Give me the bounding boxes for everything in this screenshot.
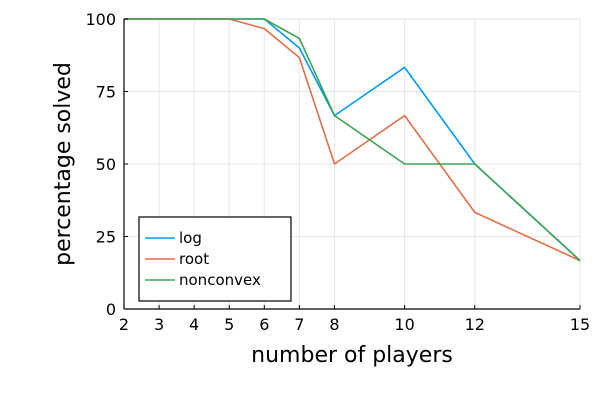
y-axis-label: percentage solved: [51, 62, 76, 266]
x-tick-label: 4: [189, 315, 199, 334]
legend-label-root: root: [179, 250, 209, 268]
y-tick-label: 50: [96, 155, 116, 174]
x-tick-label: 15: [570, 315, 590, 334]
plot-frame: [123, 18, 581, 310]
legend: log root nonconvex: [138, 216, 292, 302]
x-tick-label: 5: [224, 315, 234, 334]
x-tick-label: 7: [294, 315, 304, 334]
legend-label-log: log: [179, 229, 202, 247]
series-lines: [124, 18, 581, 262]
y-tick-label: 100: [85, 10, 116, 29]
legend-label-nonconvex: nonconvex: [179, 271, 261, 289]
x-tick-label: 2: [119, 315, 129, 334]
x-tick-label: 8: [329, 315, 339, 334]
x-tick-label: 10: [394, 315, 414, 334]
x-tick-label: 12: [465, 315, 485, 334]
x-tick-label: 3: [154, 315, 164, 334]
series-line-nonconvex: [124, 18, 581, 262]
y-tick-label: 0: [106, 300, 116, 319]
x-tick-label: 6: [259, 315, 269, 334]
y-tick-label: 75: [96, 83, 116, 102]
y-tick-label: 25: [96, 228, 116, 247]
x-axis-label: number of players: [251, 343, 453, 368]
tick-labels: 2 3 4 5 6 7 8 10 12 15 0 25 50 75 100: [85, 10, 590, 334]
